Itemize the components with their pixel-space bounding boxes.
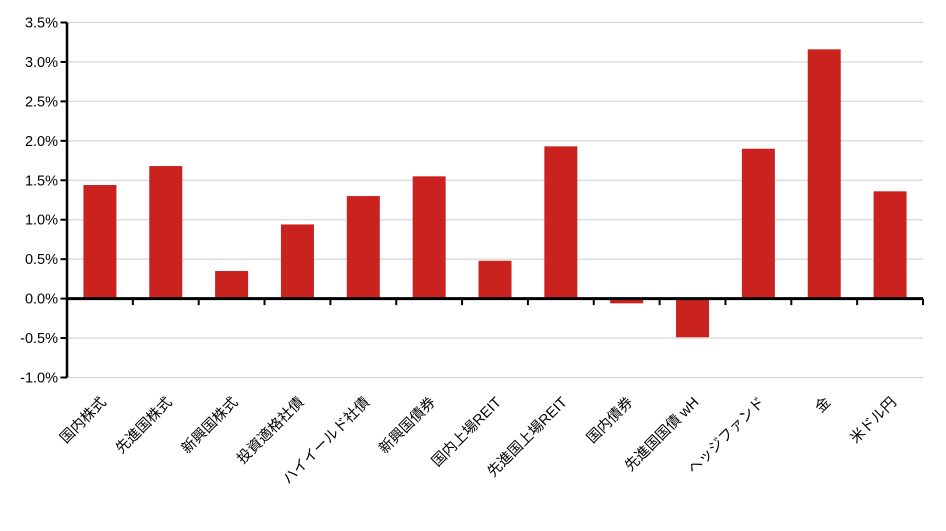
bar (346, 196, 380, 299)
y-axis-label: 3.0% (25, 55, 58, 71)
bar-series (83, 49, 907, 338)
bar (215, 271, 249, 299)
bar (873, 191, 907, 299)
bar (610, 298, 644, 304)
x-axis-label: 新興国株式 (178, 393, 242, 457)
bar (412, 176, 446, 299)
y-axis: 3.5% 3.0% 2.5% 2.0% 1.5% 1.0% 0.5% 0.0% -0.5% -1.… (20, 16, 69, 387)
bar (676, 298, 710, 338)
bar (478, 260, 512, 299)
x-axis (66, 297, 924, 306)
y-axis-label: 3.5% (25, 16, 58, 32)
bar (544, 146, 578, 299)
y-axis-label: -1.0% (20, 371, 58, 387)
gridlines (67, 21, 923, 379)
x-axis-label: 国内上場REIT (428, 394, 504, 470)
y-axis-label: 0.5% (25, 252, 58, 268)
x-axis-label: 投資適格社債 (233, 393, 307, 467)
x-axis-label: 国内株式 (57, 393, 110, 446)
x-axis-label: 先進国株式 (112, 393, 176, 457)
bar (280, 224, 314, 299)
bar (741, 148, 775, 299)
y-axis-label: -0.5% (20, 331, 58, 347)
y-axis-label: 2.0% (25, 134, 58, 150)
y-axis-label: 1.5% (25, 173, 58, 189)
bar (149, 166, 183, 299)
x-axis-label: 国内債券 (583, 393, 636, 446)
x-axis-label: 米ドル円 (847, 394, 900, 447)
y-axis-label: 0.0% (25, 292, 58, 308)
bar (807, 49, 841, 299)
y-axis-label: 1.0% (25, 213, 58, 229)
x-axis-label: 金 (812, 393, 835, 416)
bar (83, 185, 117, 299)
y-axis-label: 2.5% (25, 94, 58, 110)
x-axis-label: 新興国債券 (376, 393, 440, 457)
